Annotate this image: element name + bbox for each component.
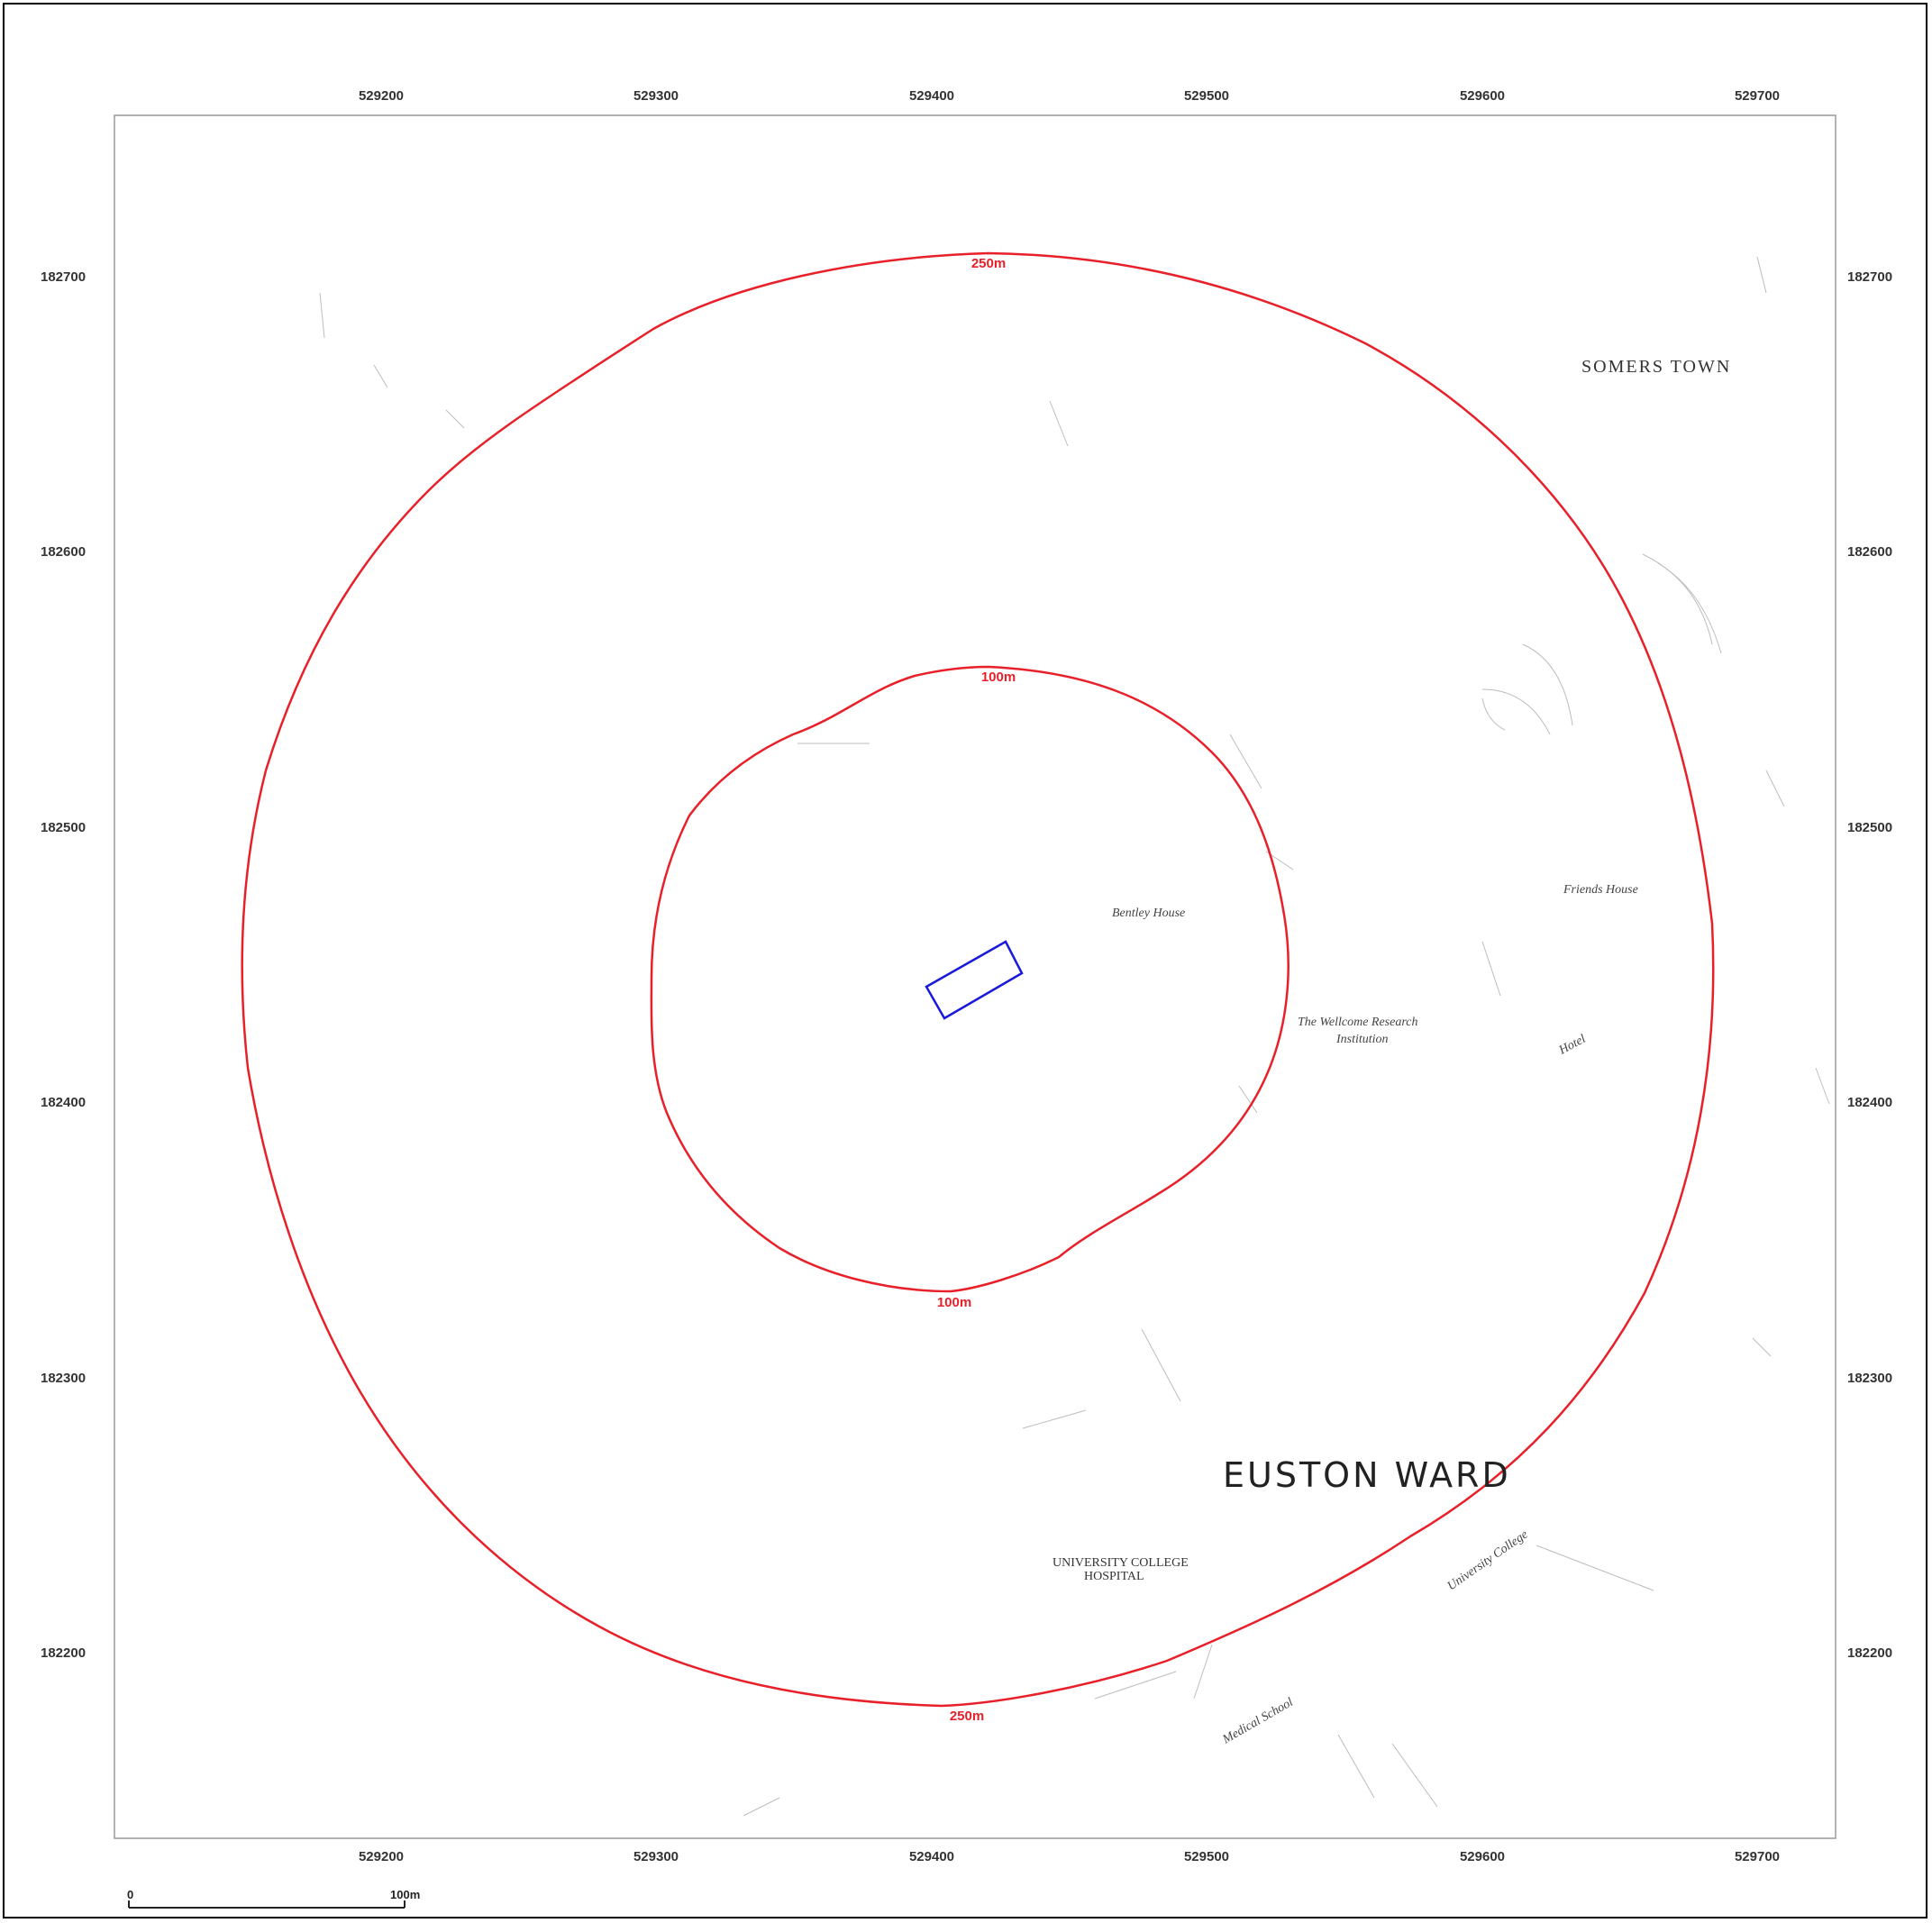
place-label-euston-ward: EUSTON WARD — [1223, 1455, 1511, 1495]
grid-easting-bottom-4: 529500 — [1184, 1849, 1229, 1864]
grid-northing-right-6: 182200 — [1847, 1645, 1892, 1661]
building-label-university-college: University College — [1445, 1528, 1531, 1594]
grid-northing-left-1: 182700 — [41, 269, 86, 285]
grid-easting-bottom-6: 529700 — [1735, 1849, 1780, 1864]
grid-northing-right-5: 182300 — [1847, 1371, 1892, 1386]
grid-northing-right-1: 182700 — [1847, 269, 1892, 285]
grid-easting-bottom-3: 529400 — [909, 1849, 954, 1864]
grid-northing-left-2: 182600 — [41, 544, 86, 560]
building-label-wellcome-line1: The Wellcome Research — [1298, 1016, 1417, 1029]
building-label-medical-school: Medical School — [1220, 1696, 1296, 1747]
scale-bar: 0 100m — [127, 1888, 420, 1908]
building-label-ucl-hospital-line1: UNIVERSITY COLLEGE — [1053, 1556, 1189, 1570]
scale-bar-label-start: 0 — [127, 1888, 133, 1901]
grid-northing-left-5: 182300 — [41, 1371, 86, 1386]
buffer-label-250m-top: 250m — [971, 256, 1006, 271]
building-label-ucl-hospital-line2: HOSPITAL — [1084, 1570, 1144, 1583]
buffer-label-100m-bottom: 100m — [937, 1295, 971, 1310]
buffer-100m-circle — [652, 667, 1289, 1291]
grid-northing-right-3: 182500 — [1847, 820, 1892, 835]
grid-easting-top-1: 529200 — [359, 88, 404, 104]
grid-northing-left-4: 182400 — [41, 1095, 86, 1110]
building-label-hotel: Hotel — [1556, 1033, 1588, 1058]
grid-easting-bottom-5: 529600 — [1460, 1849, 1505, 1864]
grid-easting-top-4: 529500 — [1184, 88, 1229, 104]
map-canvas: 250m 100m 100m 250m 529200 529300 529400… — [5, 5, 1929, 1920]
buffer-label-100m-top: 100m — [981, 670, 1016, 685]
map-border — [114, 115, 1836, 1838]
grid-easting-top-6: 529700 — [1735, 88, 1780, 104]
grid-easting-top-3: 529400 — [909, 88, 954, 104]
building-label-friends-house: Friends House — [1563, 883, 1638, 897]
grid-northing-left-6: 182200 — [41, 1645, 86, 1661]
grid-northing-left-3: 182500 — [41, 820, 86, 835]
grid-easting-top-2: 529300 — [633, 88, 679, 104]
background-detail — [320, 257, 1829, 1816]
building-label-bentley-house: Bentley House — [1112, 907, 1185, 920]
scale-bar-label-end: 100m — [390, 1888, 420, 1901]
site-boundary — [926, 942, 1022, 1018]
grid-easting-bottom-1: 529200 — [359, 1849, 404, 1864]
building-label-wellcome-line2: Institution — [1335, 1033, 1389, 1046]
grid-northing-right-4: 182400 — [1847, 1095, 1892, 1110]
grid-northing-right-2: 182600 — [1847, 544, 1892, 560]
place-label-somers-town: SOMERS TOWN — [1581, 357, 1731, 377]
map-frame: 250m 100m 100m 250m 529200 529300 529400… — [3, 3, 1927, 1918]
buffer-label-250m-bottom: 250m — [950, 1709, 984, 1724]
grid-easting-top-5: 529600 — [1460, 88, 1505, 104]
grid-easting-bottom-2: 529300 — [633, 1849, 679, 1864]
